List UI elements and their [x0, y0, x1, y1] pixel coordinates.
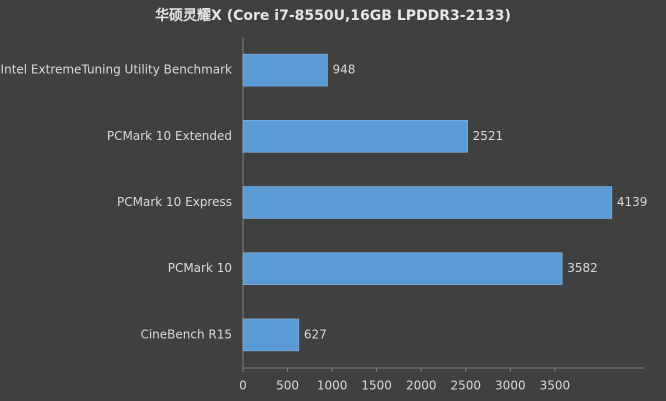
y-tick-label: Intel ExtremeTuning Utility Benchmark	[1, 63, 232, 77]
y-tick-label: PCMark 10 Extended	[107, 129, 232, 143]
y-tick-label: PCMark 10 Express	[117, 195, 232, 209]
y-tick-label: PCMark 10	[168, 261, 232, 275]
data-label: 2521	[473, 129, 504, 143]
x-tick-label: 0	[239, 379, 247, 393]
data-label: 627	[304, 327, 327, 341]
x-tick-label: 3500	[540, 379, 571, 393]
data-label: 4139	[617, 195, 648, 209]
bar	[242, 53, 328, 87]
bar	[242, 252, 563, 285]
x-tick-label: 1500	[361, 379, 392, 393]
x-tick-label: 2000	[406, 379, 437, 393]
x-tick-label: 500	[276, 379, 299, 393]
bar	[242, 318, 300, 352]
bar	[242, 120, 468, 153]
chart-title: 华硕灵耀X (Core i7-8550U,16GB LPDDR3-2133)	[155, 7, 511, 24]
x-tick-label: 1000	[317, 379, 348, 393]
x-tick-label: 2500	[451, 379, 482, 393]
data-label: 3582	[567, 261, 598, 275]
bar	[242, 186, 613, 219]
data-label: 948	[332, 63, 355, 77]
x-tick-label: 3000	[495, 379, 526, 393]
y-tick-label: CineBench R15	[140, 327, 232, 341]
